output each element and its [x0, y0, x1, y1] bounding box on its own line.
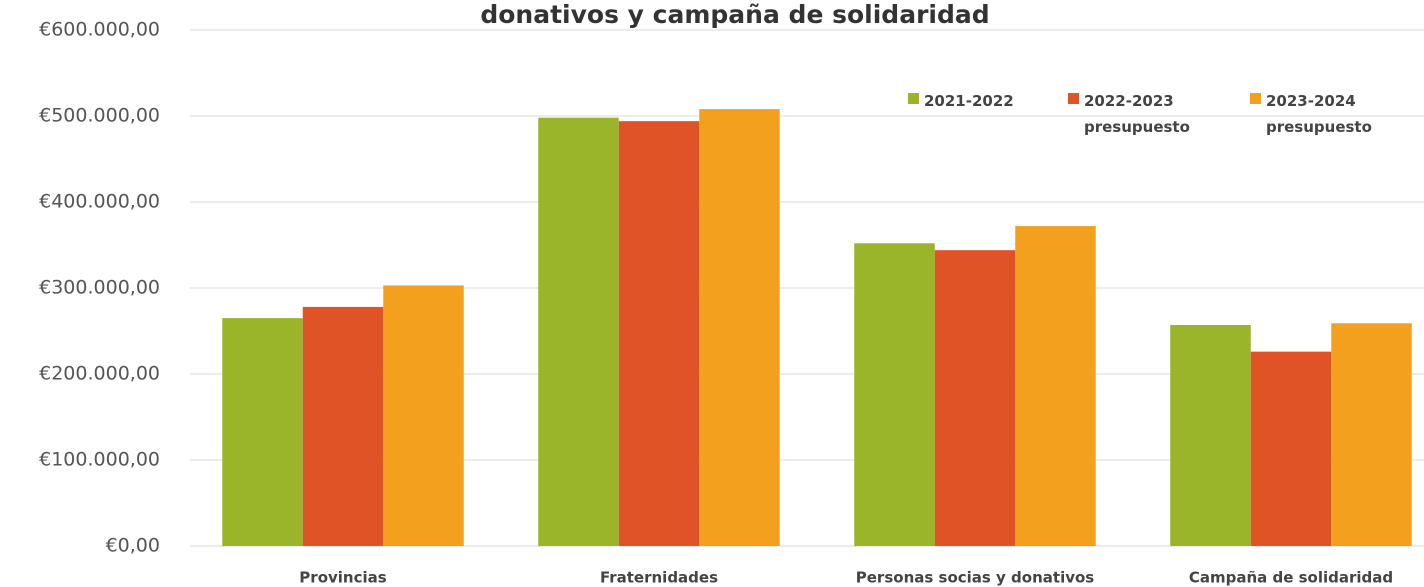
- y-tick-label: €0,00: [106, 535, 160, 557]
- y-tick-label: €300.000,00: [39, 277, 160, 299]
- bar: [1250, 351, 1332, 546]
- x-tick-label: Personas socias y donativos: [856, 569, 1095, 587]
- bar: [699, 109, 780, 547]
- legend-item: 2021-2022: [908, 88, 1052, 114]
- bar: [302, 306, 384, 546]
- bar: [1015, 226, 1096, 546]
- legend-label: 2023-2024 presupuesto: [1266, 92, 1372, 136]
- legend-swatch: [1250, 93, 1261, 104]
- legend-label: 2021-2022: [924, 92, 1014, 110]
- y-tick-label: €200.000,00: [39, 363, 160, 385]
- x-tick-label: Provincias: [299, 569, 386, 587]
- bar: [618, 121, 700, 546]
- bar: [1331, 323, 1412, 546]
- legend-item: 2022-2023 presupuesto: [1068, 88, 1212, 140]
- bar: [1170, 324, 1251, 546]
- legend-swatch: [908, 93, 919, 104]
- bar: [222, 318, 303, 546]
- legend-label: 2022-2023 presupuesto: [1084, 92, 1190, 136]
- y-tick-label: €400.000,00: [39, 191, 160, 213]
- x-tick-label: Campaña de solidaridad: [1189, 569, 1393, 587]
- y-tick-label: €100.000,00: [39, 449, 160, 471]
- bar: [854, 243, 935, 546]
- chart-title: donativos y campaña de solidaridad: [480, 0, 989, 29]
- bar: [383, 285, 464, 546]
- y-tick-label: €500.000,00: [39, 105, 160, 127]
- bar: [538, 117, 619, 546]
- y-tick-label: €600.000,00: [39, 19, 160, 41]
- legend-item: 2023-2024 presupuesto: [1250, 88, 1394, 140]
- legend-swatch: [1068, 93, 1079, 104]
- bar: [934, 250, 1016, 546]
- x-tick-label: Fraternidades: [600, 569, 718, 587]
